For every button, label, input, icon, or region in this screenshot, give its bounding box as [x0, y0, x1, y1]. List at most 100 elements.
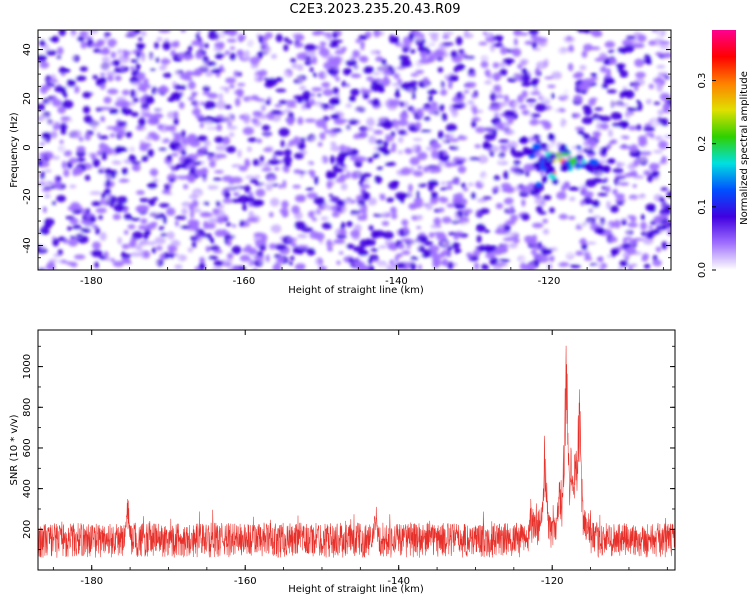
- heatmap-cell: [130, 66, 135, 71]
- heatmap-cell: [547, 133, 556, 141]
- heatmap-cell: [595, 221, 606, 225]
- heatmap-cell: [655, 246, 662, 253]
- heatmap-cell: [286, 238, 298, 242]
- heatmap-cell: [609, 57, 617, 65]
- heatmap-cell: [463, 90, 470, 94]
- heatmap-cell: [294, 221, 306, 230]
- heatmap-cell: [362, 192, 371, 200]
- heatmap-cell: [431, 139, 436, 149]
- heatmap-cell: [583, 43, 593, 52]
- heatmap-cell: [92, 241, 101, 250]
- heatmap-cell: [577, 130, 585, 136]
- heatmap-cell: [149, 68, 156, 72]
- heatmap-cell: [170, 253, 175, 259]
- heatmap-cell: [181, 93, 190, 102]
- heatmap-cell: [144, 95, 155, 105]
- heatmap-cell: [199, 177, 212, 182]
- heatmap-cell: [646, 49, 656, 55]
- heatmap-cell: [130, 252, 141, 258]
- heatmap-cell: [381, 221, 390, 226]
- heatmap-cell: [424, 82, 430, 92]
- heatmap-cell: [582, 133, 591, 140]
- heatmap-cell: [224, 190, 231, 200]
- heatmap-cell: [349, 80, 358, 86]
- heatmap-cell: [461, 78, 471, 82]
- heatmap-cell: [609, 236, 618, 243]
- heatmap-cell: [340, 144, 345, 153]
- heatmap-cell: [278, 100, 289, 105]
- heatmap-cell: [319, 41, 327, 46]
- heatmap-cell: [648, 225, 653, 230]
- heatmap-cell: [159, 136, 165, 142]
- heatmap-cell: [117, 48, 122, 55]
- heatmap-cell: [620, 218, 628, 221]
- colorbar-ticks: 0.0 0.1 0.2 0.3: [697, 73, 716, 278]
- heatmap-cell: [51, 98, 62, 107]
- heatmap-cell: [438, 265, 444, 270]
- heatmap-cell: [551, 71, 563, 80]
- heatmap-cell: [556, 191, 567, 201]
- heatmap-cell: [432, 259, 441, 269]
- heatmap-cell: [245, 244, 252, 249]
- heatmap-cell: [327, 246, 333, 252]
- heatmap-cell: [128, 154, 137, 162]
- heatmap-cell: [550, 48, 562, 55]
- heatmap-ytick-label: -20: [22, 188, 33, 204]
- heatmap-cell: [484, 69, 491, 77]
- heatmap-cell: [143, 232, 149, 240]
- heatmap-cell: [248, 247, 258, 256]
- heatmap-cell: [419, 50, 428, 59]
- heatmap-cell: [656, 226, 667, 231]
- heatmap-cell: [665, 31, 671, 40]
- heatmap-cell: [43, 180, 51, 188]
- heatmap-cell: [310, 170, 316, 179]
- heatmap-cell: [345, 59, 358, 67]
- snr-ytick-label: 200: [22, 520, 33, 539]
- heatmap-cell: [622, 39, 633, 47]
- heatmap-cell: [555, 199, 566, 204]
- heatmap-cell: [397, 130, 406, 135]
- heatmap-cell: [379, 196, 386, 201]
- heatmap-cell: [102, 47, 110, 54]
- heatmap-cell: [509, 171, 521, 177]
- heatmap-cell: [322, 88, 334, 97]
- heatmap-cell: [600, 147, 607, 156]
- heatmap-cell: [468, 75, 473, 84]
- heatmap-cell: [377, 62, 389, 72]
- heatmap-cell: [153, 260, 161, 265]
- heatmap-xtick-label: -120: [538, 276, 561, 287]
- heatmap-cell: [139, 198, 149, 203]
- heatmap-cell: [605, 200, 611, 210]
- heatmap-cell: [640, 214, 646, 221]
- heatmap-cell: [233, 191, 240, 197]
- heatmap-cell: [667, 226, 671, 235]
- heatmap-cell: [594, 163, 603, 171]
- heatmap-cell: [533, 86, 539, 93]
- heatmap-cell: [401, 219, 409, 226]
- heatmap-cell: [464, 81, 477, 89]
- heatmap-cell: [166, 231, 175, 240]
- heatmap-cell: [605, 222, 611, 230]
- heatmap-cell: [527, 113, 533, 122]
- heatmap-cell: [595, 135, 600, 140]
- heatmap-cell: [577, 146, 582, 150]
- heatmap-cell: [567, 194, 575, 197]
- heatmap-cell: [136, 190, 145, 195]
- heatmap-cell: [99, 72, 106, 77]
- heatmap-cell: [272, 263, 282, 270]
- heatmap-cell: [482, 252, 487, 257]
- heatmap-cell: [495, 227, 502, 234]
- heatmap-cell: [402, 101, 409, 108]
- heatmap-cell: [44, 193, 51, 199]
- heatmap-cell: [125, 184, 130, 190]
- heatmap-cell: [63, 169, 70, 177]
- heatmap-ytick-label: 40: [22, 43, 33, 56]
- heatmap-cell: [256, 138, 263, 144]
- heatmap-cell: [95, 78, 103, 87]
- heatmap-cell: [436, 233, 447, 241]
- heatmap-cell: [158, 226, 165, 231]
- heatmap-cell: [467, 182, 474, 187]
- heatmap-cell: [56, 46, 64, 56]
- heatmap-cell: [256, 98, 266, 103]
- heatmap-cell: [463, 187, 469, 192]
